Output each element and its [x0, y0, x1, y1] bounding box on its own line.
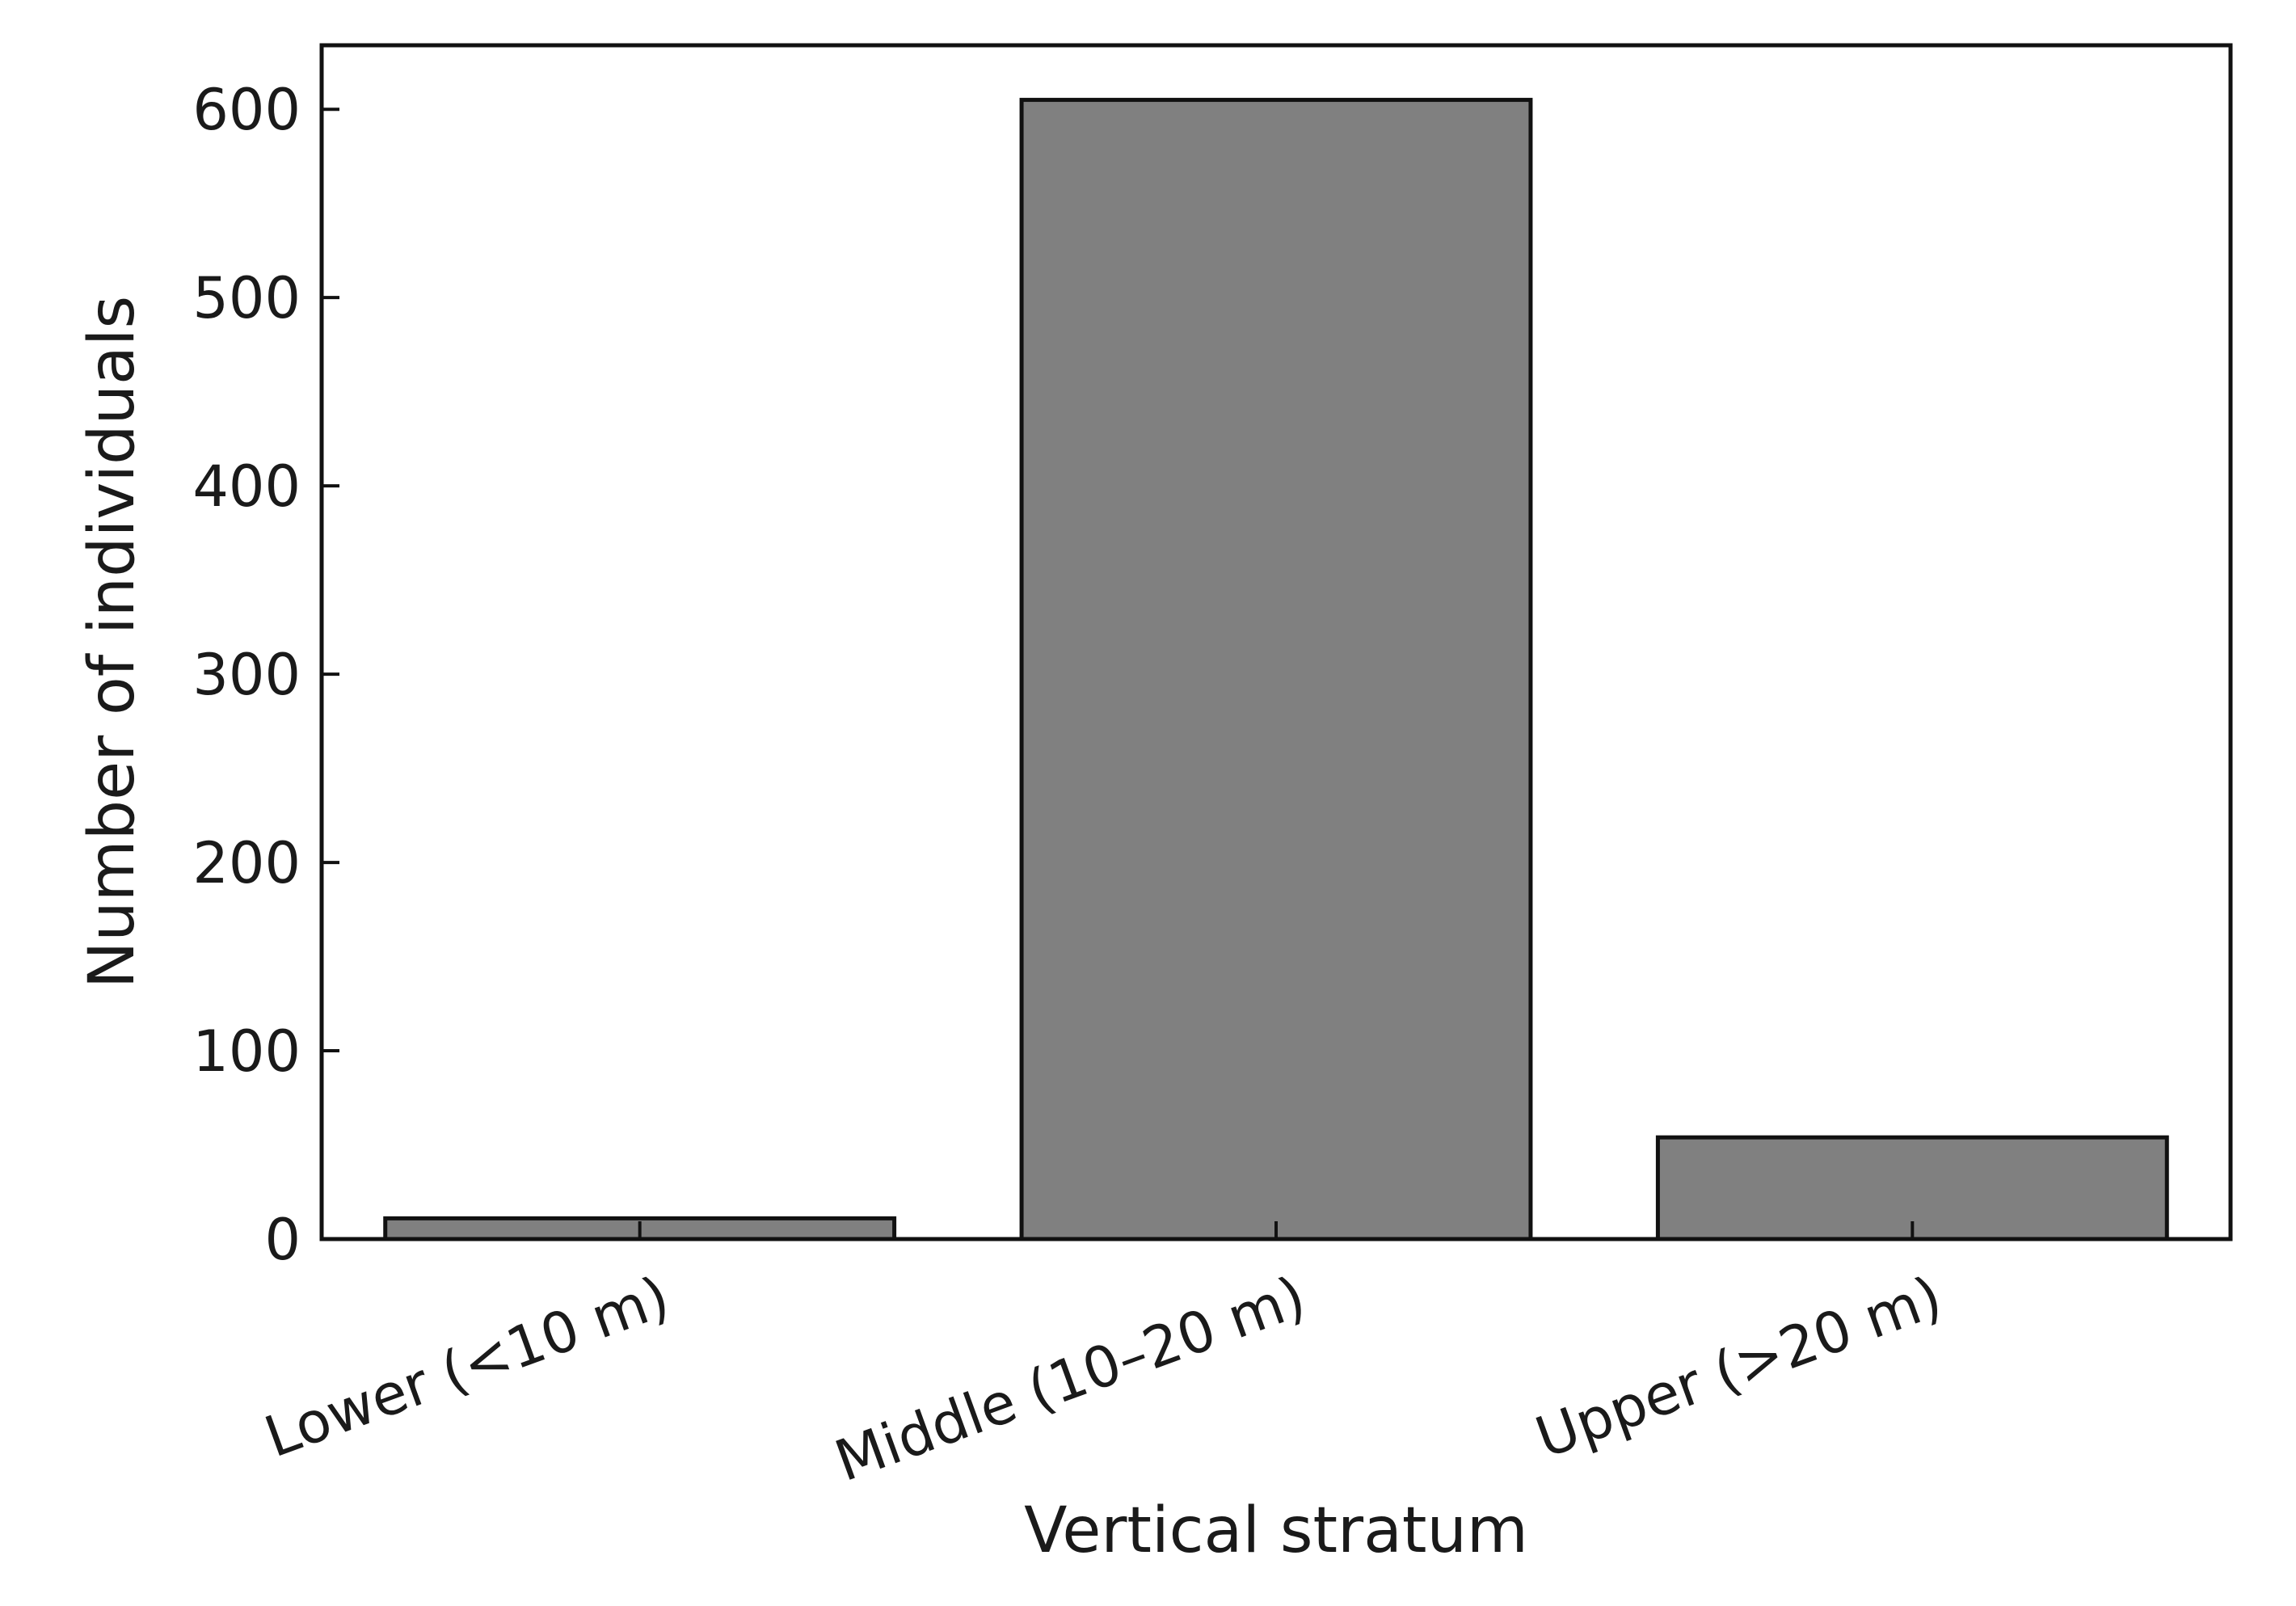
x-axis-title: Vertical stratum — [1024, 1494, 1528, 1567]
y-axis-title: Number of individuals — [76, 296, 149, 988]
x-tick-label-1: Middle (10–20 m) — [827, 1263, 1314, 1494]
bar-1 — [1019, 98, 1533, 1241]
y-tick-label-6: 600 — [192, 77, 301, 143]
x-tick-label-0: Lower (<10 m) — [256, 1263, 677, 1471]
ticks-layer — [322, 107, 1915, 1241]
y-tick-label-5: 500 — [192, 265, 301, 331]
y-tick-label-0: 0 — [264, 1207, 301, 1273]
x-tick-label-2: Upper (>20 m) — [1527, 1263, 1950, 1471]
y-tick-label-2: 200 — [192, 830, 301, 896]
y-tick-label-4: 400 — [192, 453, 301, 520]
plot-frame — [319, 43, 2233, 1241]
y-tick-label-3: 300 — [192, 642, 301, 708]
bars-layer — [383, 98, 2169, 1241]
y-tick-label-1: 100 — [192, 1018, 301, 1085]
